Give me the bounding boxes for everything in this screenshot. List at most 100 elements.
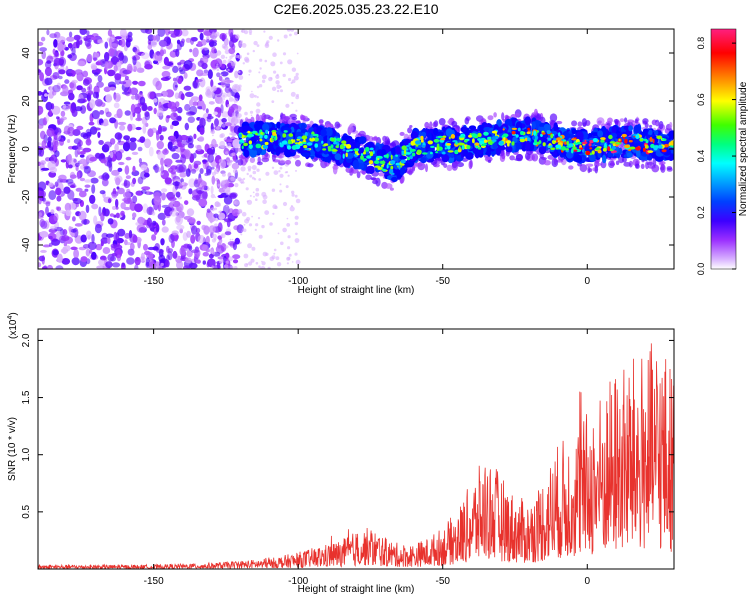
- noise-blob: [226, 67, 234, 72]
- band-core: [543, 123, 551, 132]
- noise-blob: [201, 103, 206, 111]
- sparse-dot: [280, 89, 283, 93]
- noise-blob: [38, 161, 41, 166]
- noise-blob: [134, 203, 143, 213]
- noise-blob: [195, 227, 201, 234]
- sparse-dot: [221, 172, 226, 177]
- sparse-dot: [235, 34, 240, 39]
- band-highlight: [615, 142, 622, 145]
- sparse-dot: [211, 33, 214, 36]
- noise-blob: [132, 234, 138, 243]
- band-core: [395, 146, 401, 155]
- sparse-dot: [266, 40, 270, 44]
- noise-blob: [132, 195, 138, 204]
- noise-blob: [177, 62, 182, 66]
- noise-blob: [196, 259, 201, 264]
- snr-series: [38, 343, 674, 569]
- noise-blob: [70, 102, 77, 111]
- sparse-dot: [214, 33, 217, 36]
- noise-blob: [208, 225, 216, 234]
- sparse-dot: [246, 172, 249, 176]
- noise-blob: [86, 30, 90, 36]
- noise-blob: [55, 265, 64, 269]
- noise-blob: [172, 250, 178, 259]
- band-highlight: [304, 148, 310, 151]
- band-core: [399, 165, 406, 176]
- band-core: [607, 151, 613, 158]
- band-highlight: [435, 151, 438, 154]
- band-highlight: [362, 158, 366, 162]
- band-halo: [568, 165, 574, 170]
- noise-blob: [63, 101, 71, 105]
- band-core: [403, 162, 411, 168]
- noise-blob: [224, 231, 232, 236]
- sparse-dot: [285, 171, 289, 174]
- noise-blob: [38, 105, 44, 115]
- noise-blob: [48, 109, 52, 116]
- sparse-dot: [273, 252, 276, 255]
- noise-blob: [234, 70, 239, 79]
- noise-blob: [113, 231, 118, 241]
- sparse-dot: [211, 85, 216, 90]
- sparse-dot: [217, 232, 220, 235]
- noise-blob: [83, 218, 87, 225]
- noise-blob: [111, 262, 121, 268]
- noise-blob: [104, 41, 109, 49]
- noise-blob: [38, 124, 44, 129]
- sparse-dot: [286, 262, 289, 265]
- noise-blob: [219, 33, 227, 40]
- noise-blob: [107, 237, 111, 245]
- band-halo: [515, 153, 524, 162]
- noise-blob: [166, 245, 170, 254]
- band-highlight: [345, 144, 352, 149]
- noise-blob: [38, 181, 47, 191]
- sparse-dot: [270, 77, 273, 80]
- sparse-dot: [275, 74, 280, 79]
- sparse-dot: [230, 153, 234, 157]
- band-highlight: [339, 144, 344, 150]
- sparse-dot: [237, 213, 240, 216]
- sparse-dot: [226, 142, 232, 148]
- band-highlight: [303, 138, 306, 143]
- band-core: [552, 149, 558, 158]
- band-highlight: [291, 145, 297, 150]
- noise-blob: [202, 190, 208, 201]
- sparse-dot: [290, 91, 296, 97]
- sparse-dot: [265, 171, 270, 176]
- noise-blob: [125, 39, 131, 48]
- sparse-dot: [268, 35, 273, 40]
- noise-blob: [183, 265, 191, 269]
- noise-blob: [138, 227, 146, 233]
- band-core: [262, 123, 270, 132]
- noise-blob: [98, 140, 104, 145]
- band-halo: [382, 135, 387, 142]
- band-highlight: [461, 145, 465, 150]
- noise-blob: [184, 122, 189, 131]
- noise-blob: [89, 194, 96, 204]
- sparse-dot: [223, 220, 226, 223]
- noise-blob: [64, 79, 70, 84]
- noise-blob: [142, 124, 147, 134]
- band-highlight: [624, 144, 630, 149]
- sparse-dot: [238, 84, 242, 88]
- sparse-dot: [264, 43, 270, 49]
- band-highlight: [458, 146, 461, 150]
- band-halo: [509, 155, 515, 161]
- band-highlight: [304, 132, 308, 137]
- noise-blob: [152, 35, 157, 41]
- band-halo: [614, 120, 619, 126]
- noise-blob: [53, 212, 59, 222]
- noise-blob: [116, 237, 124, 244]
- noise-blob: [124, 242, 133, 246]
- noise-blob: [91, 110, 100, 120]
- noise-blob: [196, 220, 201, 226]
- noise-blob: [122, 78, 132, 88]
- band-highlight: [628, 140, 633, 143]
- sparse-dot: [244, 218, 250, 224]
- band-highlight: [310, 133, 313, 139]
- noise-blob: [132, 177, 137, 185]
- noise-blob: [181, 38, 185, 44]
- band-core: [639, 131, 648, 136]
- sparse-dot: [249, 194, 252, 197]
- sparse-dot: [271, 100, 275, 103]
